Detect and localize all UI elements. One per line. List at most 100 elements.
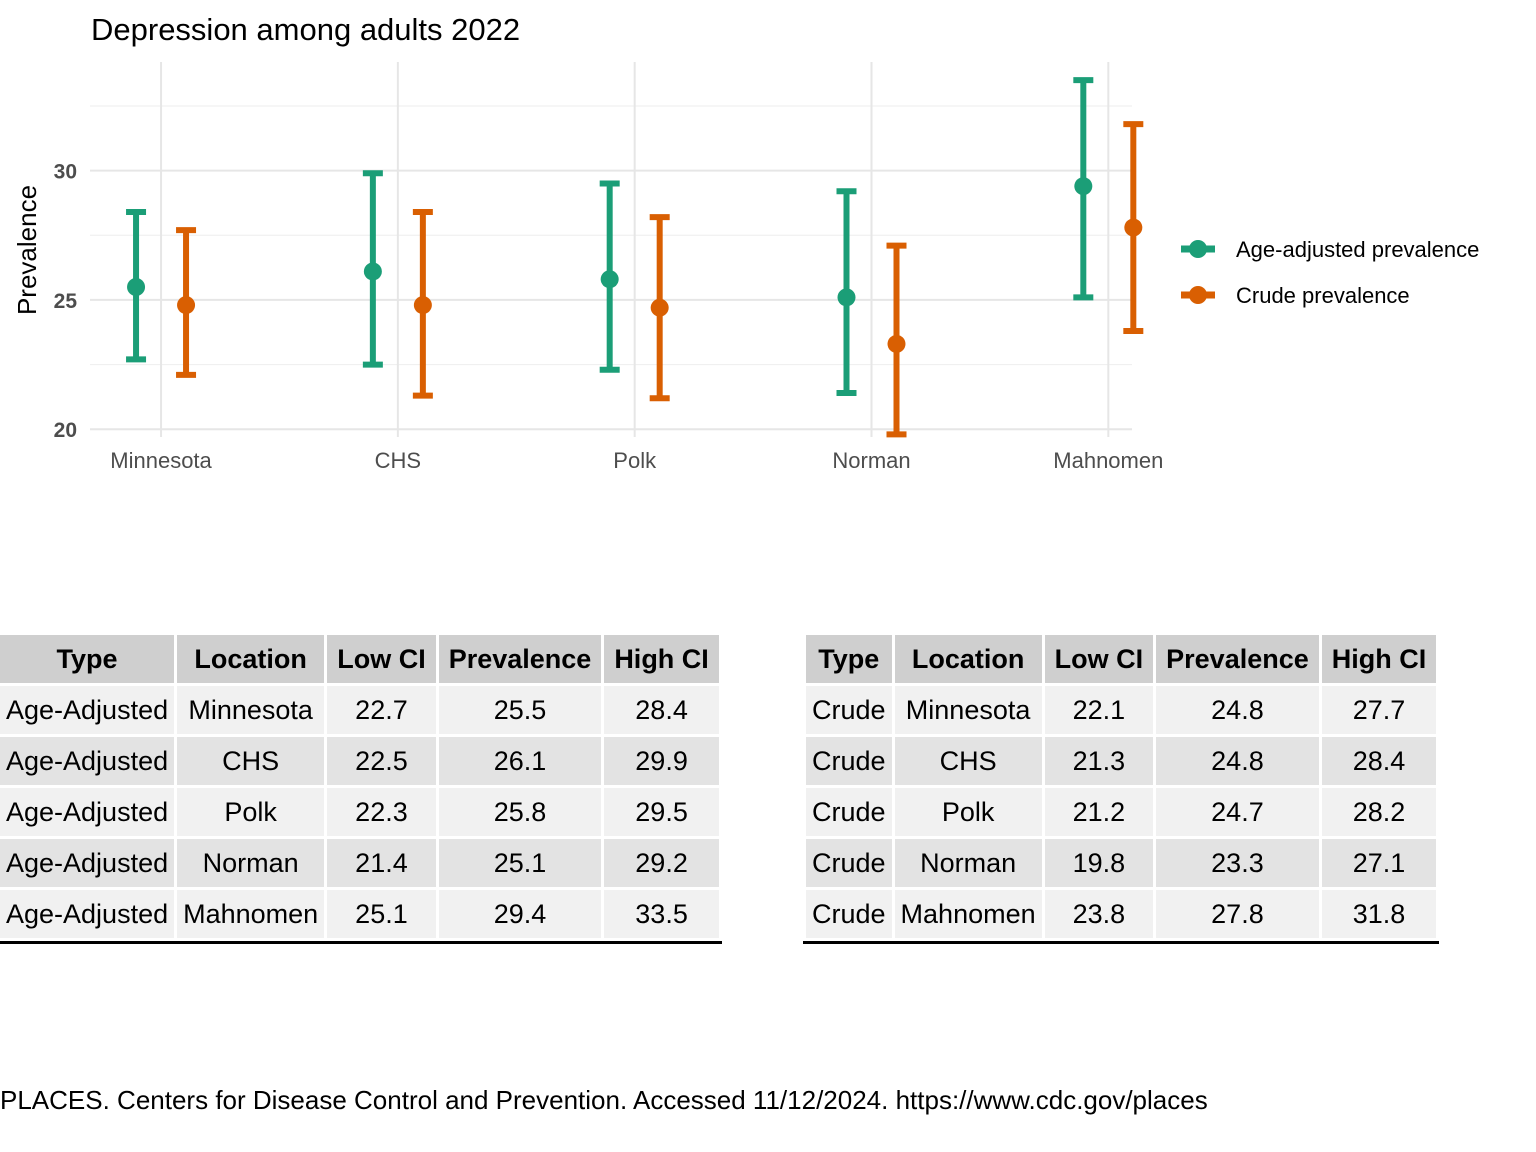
table-cell: Polk [177,788,325,836]
table-cell: 25.1 [438,839,602,887]
data-point [1124,218,1143,237]
table-cell: 29.2 [604,839,719,887]
data-point [837,288,856,307]
data-point [1074,177,1093,196]
column-header: Type [806,635,892,683]
y-tick-label: 20 [54,419,77,442]
x-tick-label: Mahnomen [1053,448,1163,473]
table-cell: Mahnomen [894,890,1042,938]
table-cell: Crude [806,686,892,734]
table-cell: Crude [806,839,892,887]
column-header: Location [177,635,325,683]
table-cell: 21.3 [1044,737,1154,785]
y-axis-label: Prevalence [12,185,42,315]
table-cell: 23.3 [1156,839,1319,887]
table-cell: Age-Adjusted [0,890,175,938]
table-cell: 27.8 [1156,890,1319,938]
table-cell: Minnesota [177,686,325,734]
data-point [177,296,196,315]
column-header: High CI [1321,635,1437,683]
age-adjusted-table: Type Location Low CI Prevalence High CI Age-… [0,632,722,944]
table-cell: 22.5 [327,737,436,785]
x-tick-label: Polk [613,448,657,473]
data-point [413,296,432,315]
table-cell: 24.8 [1156,686,1319,734]
table-cell: 21.4 [327,839,436,887]
table-cell: 22.3 [327,788,436,836]
crude-table: Type Location Low CI Prevalence High CI Crud… [803,632,1440,944]
table-cell: Age-Adjusted [0,737,175,785]
table-cell: 28.2 [1321,788,1437,836]
data-point [127,278,146,296]
table-cell: 27.1 [1321,839,1437,887]
table-cell: Age-Adjusted [0,839,175,887]
legend-label: Age-adjusted prevalence [1236,237,1479,262]
legend-key-point [1189,286,1207,304]
table-cell: Polk [894,788,1042,836]
data-point [363,262,382,281]
column-header: Prevalence [438,635,602,683]
table-cell: Crude [806,788,892,836]
table-cell: 25.1 [327,890,436,938]
data-point [600,270,619,289]
y-tick-label: 25 [54,290,78,313]
legend-label: Crude prevalence [1236,283,1410,308]
x-tick-label: CHS [375,448,421,473]
column-header: Type [0,635,175,683]
table-row: Age-Adjusted Minnesota 22.7 25.5 28.4 [0,686,719,734]
table-cell: 25.5 [438,686,602,734]
table-cell: 21.2 [1044,788,1154,836]
data-point [887,334,906,353]
table-cell: 23.8 [1044,890,1154,938]
table-cell: 29.5 [604,788,719,836]
table-row: Crude CHS 21.3 24.8 28.4 [806,737,1437,785]
table-cell: 28.4 [604,686,719,734]
table-cell: Norman [177,839,325,887]
table-row: Crude Norman 19.8 23.3 27.1 [806,839,1437,887]
table-cell: 26.1 [438,737,602,785]
chart-title: Depression among adults 2022 [91,12,520,47]
table-cell: Crude [806,737,892,785]
table-row: Crude Minnesota 22.1 24.8 27.7 [806,686,1437,734]
table-row: Age-Adjusted CHS 22.5 26.1 29.9 [0,737,719,785]
column-header: Low CI [1044,635,1154,683]
table-cell: 24.7 [1156,788,1319,836]
table-cell: 31.8 [1321,890,1437,938]
table-cell: 29.4 [438,890,602,938]
table-cell: CHS [177,737,325,785]
table-row: Age-Adjusted Mahnomen 25.1 29.4 33.5 [0,890,719,938]
table-cell: 25.8 [438,788,602,836]
table-cell: Norman [894,839,1042,887]
table-cell: 29.9 [604,737,719,785]
table-header-row: Type Location Low CI Prevalence High CI [806,635,1437,683]
column-header: Location [894,635,1042,683]
legend-key-point [1189,240,1207,258]
errorbar-chart: Depression among adults 2022 Prevalence … [12,12,1479,473]
table-cell: 22.1 [1044,686,1154,734]
table-header-row: Type Location Low CI Prevalence High CI [0,635,719,683]
table-cell: Age-Adjusted [0,686,175,734]
table-row: Age-Adjusted Norman 21.4 25.1 29.2 [0,839,719,887]
table-cell: 33.5 [604,890,719,938]
source-citation: PLACES. Centers for Disease Control and … [0,1085,1208,1115]
table-row: Crude Mahnomen 23.8 27.8 31.8 [806,890,1437,938]
table-cell: 19.8 [1044,839,1154,887]
column-header: High CI [604,635,719,683]
table-cell: Crude [806,890,892,938]
x-tick-label: Minnesota [110,448,212,473]
table-cell: Age-Adjusted [0,788,175,836]
table-cell: 22.7 [327,686,436,734]
table-row: Crude Polk 21.2 24.7 28.2 [806,788,1437,836]
table-cell: 28.4 [1321,737,1437,785]
table-cell: CHS [894,737,1042,785]
data-point [650,298,669,317]
table-cell: Minnesota [894,686,1042,734]
table-cell: 27.7 [1321,686,1437,734]
x-tick-label: Norman [832,448,910,473]
column-header: Prevalence [1156,635,1319,683]
table-row: Age-Adjusted Polk 22.3 25.8 29.5 [0,788,719,836]
column-header: Low CI [327,635,436,683]
table-cell: 24.8 [1156,737,1319,785]
table-cell: Mahnomen [177,890,325,938]
y-tick-label: 30 [54,161,77,184]
